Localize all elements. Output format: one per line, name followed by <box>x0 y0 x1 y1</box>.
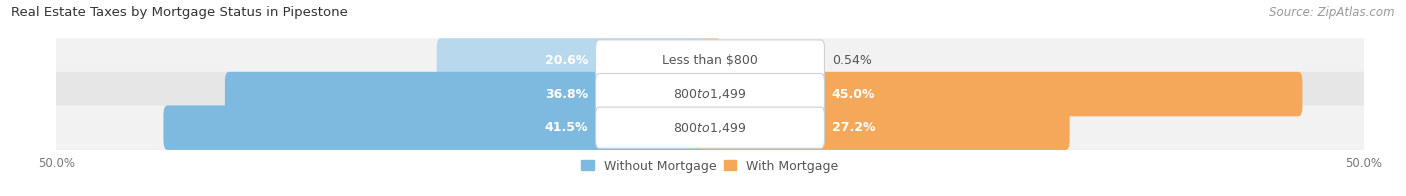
Text: 0.54%: 0.54% <box>831 54 872 67</box>
Text: 20.6%: 20.6% <box>546 54 589 67</box>
FancyBboxPatch shape <box>225 72 720 116</box>
FancyBboxPatch shape <box>52 105 1368 150</box>
Text: Less than $800: Less than $800 <box>662 54 758 67</box>
Text: $800 to $1,499: $800 to $1,499 <box>673 87 747 101</box>
Text: 36.8%: 36.8% <box>546 88 589 101</box>
FancyBboxPatch shape <box>52 72 1368 116</box>
FancyBboxPatch shape <box>596 107 824 148</box>
Legend: Without Mortgage, With Mortgage: Without Mortgage, With Mortgage <box>581 160 839 172</box>
FancyBboxPatch shape <box>700 38 721 83</box>
Text: 45.0%: 45.0% <box>831 88 875 101</box>
FancyBboxPatch shape <box>700 72 1302 116</box>
Text: 41.5%: 41.5% <box>546 121 589 134</box>
Text: $800 to $1,499: $800 to $1,499 <box>673 121 747 135</box>
Text: 27.2%: 27.2% <box>831 121 875 134</box>
FancyBboxPatch shape <box>596 40 824 81</box>
Text: Source: ZipAtlas.com: Source: ZipAtlas.com <box>1270 6 1395 19</box>
FancyBboxPatch shape <box>437 38 720 83</box>
FancyBboxPatch shape <box>163 105 720 150</box>
FancyBboxPatch shape <box>52 38 1368 83</box>
FancyBboxPatch shape <box>700 105 1070 150</box>
Text: Real Estate Taxes by Mortgage Status in Pipestone: Real Estate Taxes by Mortgage Status in … <box>11 6 349 19</box>
FancyBboxPatch shape <box>596 74 824 115</box>
